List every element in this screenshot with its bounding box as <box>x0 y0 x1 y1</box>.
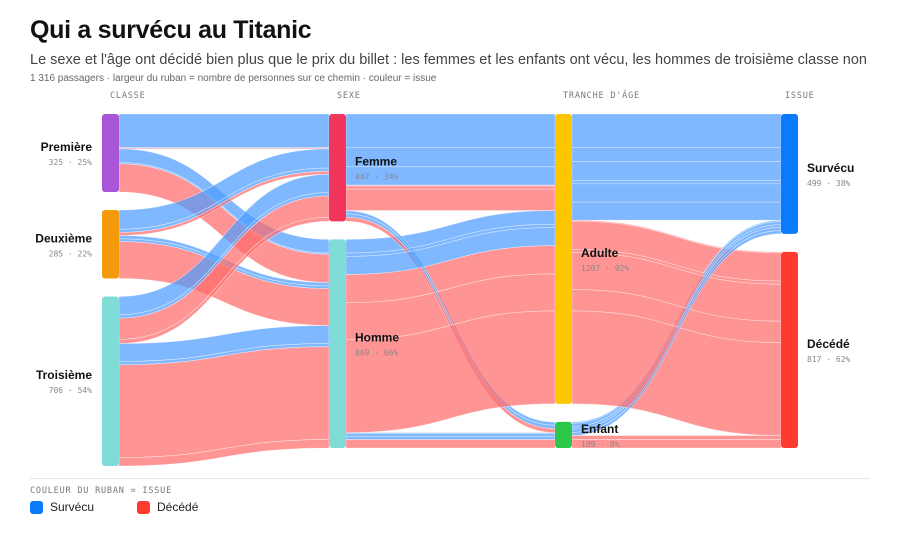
legend-swatch-decede <box>137 500 150 514</box>
flow-ribbon-survecu <box>571 180 782 185</box>
node-label-premiere: Première <box>41 140 93 154</box>
flow-ribbon-survecu <box>571 113 782 148</box>
node-stat-deuxieme: 285 · 22% <box>49 249 93 258</box>
node-decede <box>781 251 798 448</box>
column-header: TRANCHE D'ÂGE <box>563 89 640 101</box>
node-stat-homme: 869 · 66% <box>355 349 399 358</box>
node-stat-enfant: 109 · 8% <box>581 440 620 449</box>
node-label-adulte: Adulte <box>581 246 619 260</box>
node-enfant <box>555 421 572 448</box>
column-header: SEXE <box>337 91 361 101</box>
legend-label-survecu: Survécu <box>50 500 95 514</box>
flow-ribbon-survecu <box>345 113 556 148</box>
legend-swatch-survecu <box>30 500 43 514</box>
node-labels: Première 325 · 25% Deuxième 285 · 22% Troisi… <box>35 140 854 449</box>
flow-ribbon-survecu <box>571 161 782 181</box>
node-premiere <box>102 114 119 193</box>
column-header: CLASSE <box>110 91 146 101</box>
node-femme <box>329 114 346 222</box>
flow-ribbon-survecu <box>571 183 782 203</box>
flow-ribbon-survecu <box>118 113 330 148</box>
flow-ribbon-survecu <box>345 433 556 437</box>
node-label-enfant: Enfant <box>581 422 618 436</box>
legend-item-survecu: Survécu <box>30 500 94 514</box>
flow-ribbon-survecu <box>571 201 782 221</box>
node-label-femme: Femme <box>355 155 397 169</box>
node-label-deuxieme: Deuxième <box>35 231 92 245</box>
node-stat-adulte: 1207 · 92% <box>581 264 629 273</box>
legend-label-decede: Décédé <box>157 500 199 514</box>
node-stat-survecu: 499 · 38% <box>807 179 851 188</box>
flow-ribbon-decede <box>345 185 556 190</box>
column-header: ISSUE <box>785 91 815 101</box>
node-troisieme <box>102 296 119 466</box>
flow-ribbon-decede <box>345 188 556 211</box>
legend-divider <box>30 478 870 479</box>
node-label-survecu: Survécu <box>807 161 854 175</box>
node-homme <box>329 239 346 448</box>
node-stat-premiere: 325 · 25% <box>49 158 93 167</box>
chart-note: 1 316 passagers · largeur du ruban = nom… <box>30 73 437 84</box>
node-survecu <box>781 114 798 234</box>
flow-ribbon-survecu <box>345 436 556 440</box>
node-label-homme: Homme <box>355 331 399 345</box>
flow-ribbon-survecu <box>571 147 782 162</box>
sankey-nodes <box>102 114 798 466</box>
flow-ribbons <box>118 113 782 467</box>
page-title: Qui a survécu au Titanic <box>30 16 312 44</box>
node-stat-troisieme: 706 · 54% <box>49 386 93 395</box>
node-deuxieme <box>102 210 119 279</box>
flow-ribbon-decede <box>345 310 556 433</box>
legend-item-decede: Décédé <box>137 500 198 514</box>
node-label-decede: Décédé <box>807 337 850 351</box>
flow-ribbon-survecu <box>571 230 782 436</box>
page-subtitle: Le sexe et l'âge ont décidé bien plus qu… <box>30 52 867 68</box>
flow-ribbon-decede <box>118 216 330 344</box>
column-headers: CLASSE SEXE TRANCHE D'ÂGE ISSUE <box>110 89 815 101</box>
flow-ribbon-decede <box>571 439 782 449</box>
node-stat-decede: 817 · 62% <box>807 355 851 364</box>
node-adulte <box>555 114 572 404</box>
node-stat-femme: 447 · 34% <box>355 173 399 182</box>
sankey-diagram: CLASSE SEXE TRANCHE D'ÂGE ISSUE Première 325… <box>35 89 854 467</box>
node-label-troisieme: Troisième <box>36 368 92 382</box>
legend-title: COULEUR DU RUBAN = ISSUE <box>30 486 173 496</box>
flow-ribbon-decede <box>345 439 556 449</box>
flow-ribbon-decede <box>118 439 330 467</box>
